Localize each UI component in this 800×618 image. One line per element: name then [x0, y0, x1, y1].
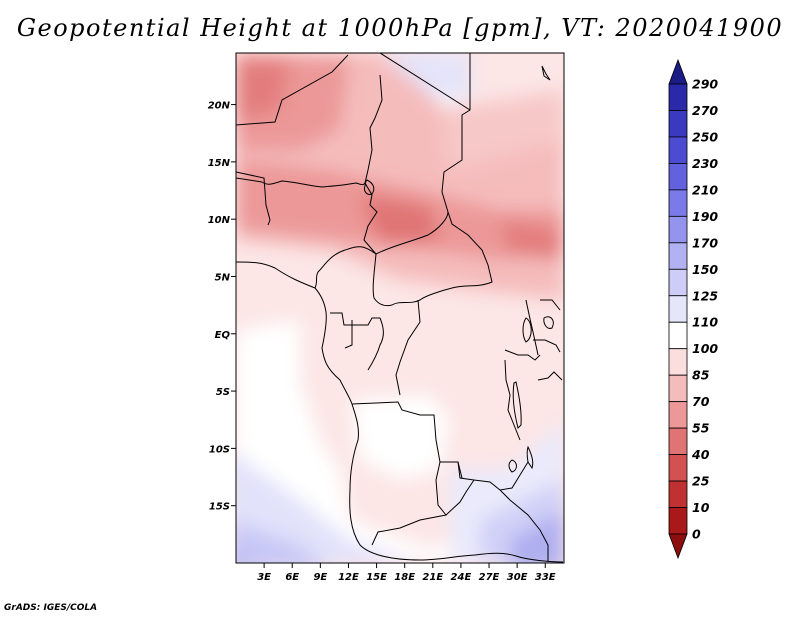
water-bodies — [364, 65, 554, 473]
colorbar-swatch — [668, 507, 688, 535]
colorbar-bottom-arrow — [668, 533, 688, 560]
axis-ticks: 3E 6E 9E 12E 15E 18E 21E 24E 27E 30E 33E 20N 15N 10N 5… — [208, 101, 556, 583]
colorbar-label: 10 — [692, 500, 710, 515]
map-title: Geopotential Height at 1000hPa [gpm], VT… — [16, 14, 784, 42]
colorbar-label: 170 — [692, 235, 718, 250]
colorbar: 2902702502302101901701501251101008570554… — [668, 58, 718, 560]
y-tick-label: 10N — [208, 215, 231, 226]
colorbar-label: 125 — [692, 288, 718, 303]
colorbar-label: 40 — [691, 447, 710, 462]
colorbar-label: 230 — [692, 156, 718, 171]
colorbar-label: 190 — [692, 209, 718, 224]
x-tick-label: 18E — [394, 572, 415, 583]
colorbar-label: 110 — [692, 315, 718, 330]
colorbar-swatch — [668, 480, 688, 508]
colorbar-swatch — [668, 348, 688, 376]
x-tick-label: 27E — [479, 572, 500, 583]
x-tick-label: 24E — [451, 572, 472, 583]
colorbar-swatch — [668, 189, 688, 217]
y-tick-label: 15N — [208, 158, 231, 169]
colorbar-label: 25 — [692, 474, 710, 489]
y-tick-label: 20N — [208, 101, 231, 112]
y-tick-label: EQ — [215, 330, 231, 341]
colorbar-label: 270 — [692, 103, 718, 118]
colorbar-swatch — [668, 83, 688, 111]
x-tick-label: 3E — [257, 572, 271, 583]
colorbar-label: 250 — [692, 129, 718, 144]
colorbar-swatch — [668, 136, 688, 164]
colorbar-swatch — [668, 321, 688, 350]
y-tick-label: 15S — [209, 502, 230, 513]
colorbar-top-arrow — [668, 58, 688, 85]
colorbar-label: 290 — [692, 77, 718, 92]
colorbar-swatch — [668, 295, 688, 323]
colorbar-swatch — [668, 215, 688, 244]
colorbar-label: 55 — [692, 421, 710, 436]
colorbar-label: 0 — [692, 527, 701, 542]
x-tick-label: 30E — [507, 572, 528, 583]
colorbar-label: 85 — [692, 368, 710, 383]
footer-credit: GrADS: IGES/COLA — [4, 603, 98, 613]
x-tick-label: 15E — [366, 572, 387, 583]
colorbar-label: 210 — [692, 182, 718, 197]
colorbar-swatch — [668, 454, 688, 482]
colorbar-swatch — [668, 401, 688, 429]
x-tick-label: 12E — [338, 572, 359, 583]
x-tick-label: 33E — [535, 572, 556, 583]
colorbar-label: 70 — [692, 394, 710, 409]
colorbar-swatch — [668, 110, 688, 138]
y-tick-label: 5N — [215, 272, 231, 283]
colorbar-label: 100 — [692, 341, 718, 356]
colorbar-swatch — [668, 374, 688, 403]
colorbar-swatch — [668, 268, 688, 297]
y-tick-label: 5S — [216, 387, 230, 398]
colorbar-swatch — [668, 242, 688, 270]
colorbar-swatch — [668, 163, 688, 191]
x-tick-label: 21E — [422, 572, 443, 583]
height-field — [236, 53, 564, 563]
colorbar-label: 150 — [692, 262, 718, 277]
country-borders — [236, 53, 564, 563]
y-tick-label: 10S — [209, 444, 230, 455]
x-tick-label: 9E — [313, 572, 327, 583]
x-tick-label: 6E — [285, 572, 299, 583]
colorbar-swatch — [668, 427, 688, 455]
